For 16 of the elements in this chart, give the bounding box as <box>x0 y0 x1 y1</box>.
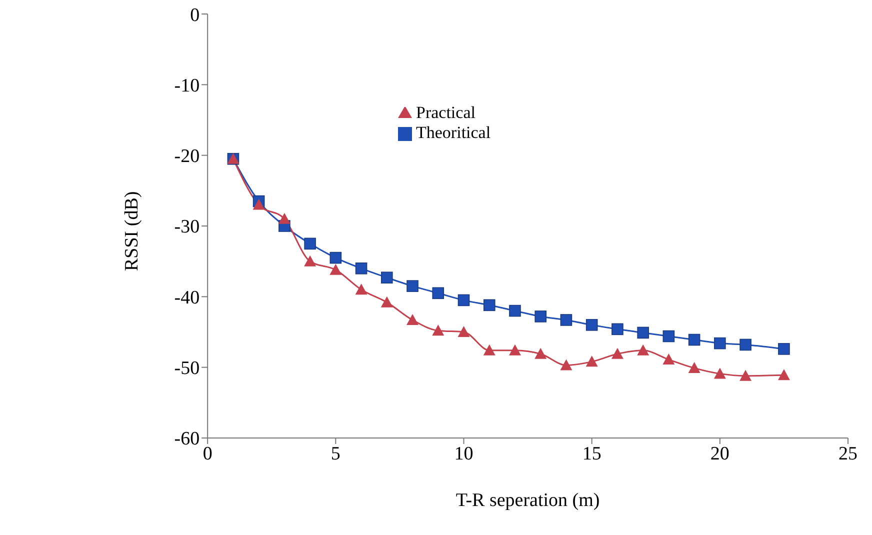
y-tick-label: -30 <box>174 216 200 238</box>
y-tick-label: -20 <box>174 146 200 168</box>
legend-label: Practical <box>416 103 476 122</box>
y-axis-title: RSSI (dB) <box>121 191 142 271</box>
x-tick-label: 25 <box>838 443 858 464</box>
x-tick-label: 15 <box>582 443 602 464</box>
y-tick-label: -10 <box>174 75 200 96</box>
y-tick-label: -40 <box>174 287 200 308</box>
x-axis-title: T-R seperation (m) <box>456 490 600 511</box>
y-tick-label: 0 <box>190 4 200 26</box>
x-tick-label: 10 <box>454 443 474 464</box>
x-tick-label: 5 <box>330 443 340 464</box>
y-tick-label: -50 <box>174 358 200 380</box>
x-tick-label: 20 <box>710 443 730 464</box>
legend-label: Theoritical <box>416 123 491 142</box>
y-tick-label: -60 <box>174 428 200 450</box>
